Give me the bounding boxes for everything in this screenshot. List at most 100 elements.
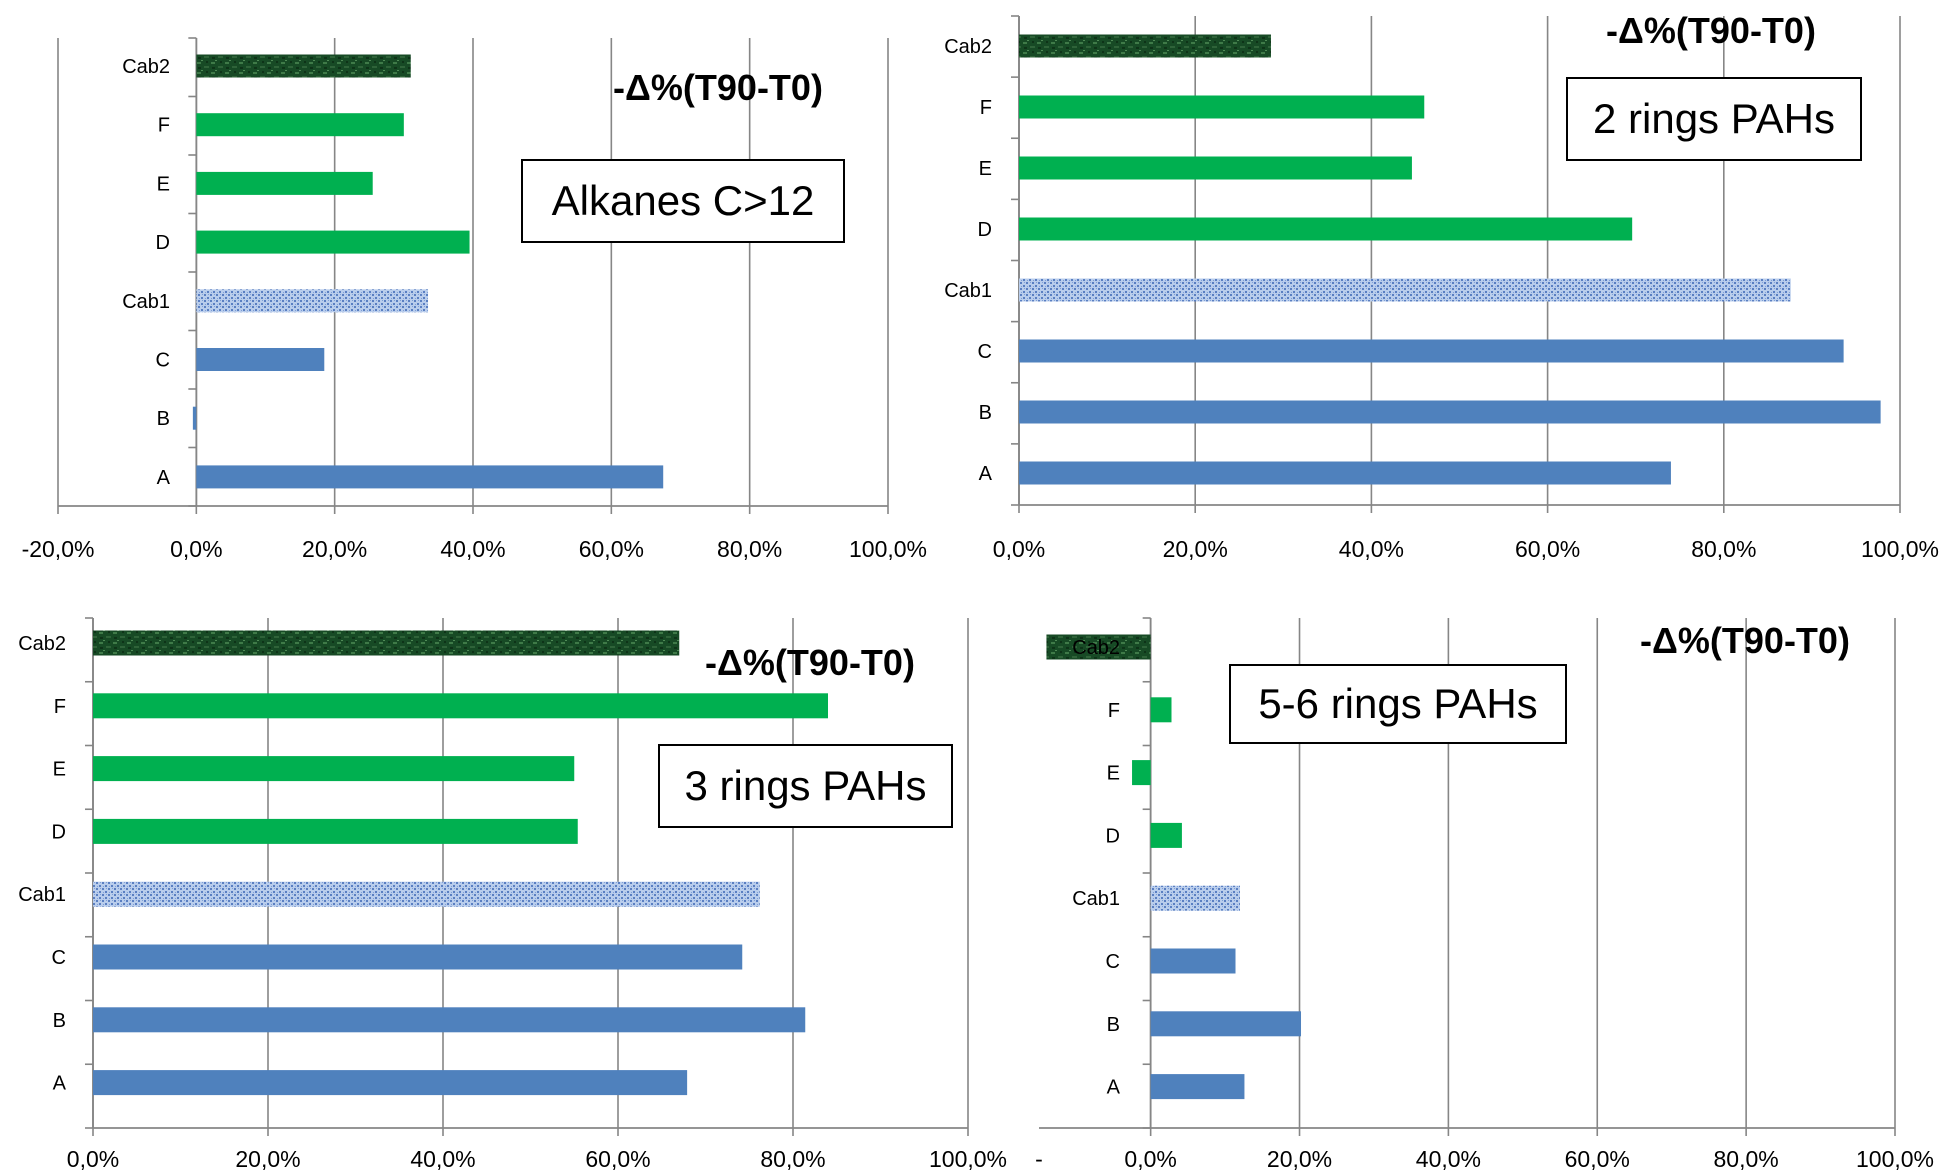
x-tick-label: 0,0%: [67, 1146, 119, 1171]
x-tick-label: 80,0%: [760, 1146, 825, 1171]
x-tick-label: 20,0%: [1163, 536, 1228, 562]
x-tick-label: 0,0%: [170, 536, 222, 562]
category-label: C: [52, 947, 66, 969]
category-label: F: [158, 115, 170, 137]
series-label-text: 2 rings PAHs: [1593, 95, 1835, 142]
category-label: F: [980, 97, 992, 119]
x-tick-label: 100,0%: [1856, 1146, 1934, 1171]
x-tick-label: 0,0%: [993, 536, 1045, 562]
x-tick-label: 100,0%: [849, 536, 927, 562]
category-label: Cab2: [1072, 637, 1120, 659]
bar-f: [1150, 697, 1172, 723]
bar-cab2: [1019, 34, 1271, 58]
category-label: F: [54, 696, 66, 718]
x-tick-label: 60,0%: [1565, 1146, 1630, 1171]
bar-f: [93, 693, 828, 719]
x-tick-label: 60,0%: [1515, 536, 1580, 562]
category-label: E: [979, 158, 992, 180]
bar-d: [196, 230, 470, 254]
category-label: A: [157, 467, 171, 489]
category-label: E: [157, 173, 170, 195]
category-label: A: [979, 463, 993, 485]
bar-cab1: [1150, 885, 1240, 911]
series-label-text: 3 rings PAHs: [685, 762, 927, 809]
category-label: Cab1: [944, 280, 992, 302]
category-label: D: [1106, 825, 1120, 847]
x-tick-label: 80,0%: [1714, 1146, 1779, 1171]
bar-cab1: [93, 881, 760, 907]
category-label: B: [979, 402, 992, 424]
chart-heading: -Δ%(T90-T0): [1640, 620, 1850, 661]
x-tick-label: 60,0%: [579, 536, 644, 562]
bar-e: [93, 756, 575, 782]
bar-c: [196, 348, 325, 371]
category-label: F: [1108, 700, 1120, 722]
bar-a: [1019, 461, 1671, 485]
x-tick-label: 20,0%: [1267, 1146, 1332, 1171]
category-label: C: [978, 341, 992, 363]
chart-heading: -Δ%(T90-T0): [1606, 10, 1816, 51]
category-label: C: [1106, 951, 1120, 973]
bar-e: [1132, 760, 1151, 786]
bar-e: [196, 171, 373, 195]
bar-cab2: [1046, 634, 1151, 660]
bar-c: [1019, 339, 1844, 363]
x-tick-label: 40,0%: [410, 1146, 475, 1171]
bar-b: [1150, 1011, 1302, 1037]
bar-d: [1150, 822, 1182, 848]
series-label-text: 5-6 rings PAHs: [1258, 680, 1537, 727]
category-label: A: [53, 1073, 67, 1095]
bar-b: [192, 406, 197, 430]
bar-d: [1019, 217, 1633, 241]
bar-b: [1019, 400, 1881, 424]
chart-panel-5-6-rings: 0,0% 20,0% 40,0% 60,0% 80,0% 100,0% - A B C Cab1 D E…: [1035, 617, 1934, 1171]
bar-a: [1150, 1074, 1245, 1100]
bar-f: [196, 113, 404, 137]
bar-cab2: [196, 54, 411, 78]
chart-heading: -Δ%(T90-T0): [705, 642, 915, 683]
series-label-box: [521, 159, 845, 243]
category-label: B: [53, 1010, 66, 1032]
category-label: E: [1107, 763, 1120, 785]
category-label: Cab2: [122, 56, 170, 78]
bar-a: [196, 465, 664, 489]
x-tick-label: 80,0%: [717, 536, 782, 562]
category-label: C: [156, 350, 170, 372]
bar-cab2: [93, 630, 680, 656]
x-tick-label: 100,0%: [929, 1146, 1007, 1171]
series-label-box: [1229, 664, 1567, 744]
bar-a: [93, 1070, 688, 1096]
x-tick-label-edge: -: [1035, 1146, 1043, 1171]
chart-panel-2-rings: 0,0% 20,0% 40,0% 60,0% 80,0% 100,0% A B C Cab1 D E F…: [944, 10, 1939, 562]
x-tick-label: 40,0%: [440, 536, 505, 562]
category-label: Cab1: [1072, 888, 1120, 910]
x-tick-label: 20,0%: [302, 536, 367, 562]
category-label: Cab2: [18, 633, 66, 655]
series-label-box: [1566, 77, 1862, 161]
x-tick-label: 100,0%: [1861, 536, 1939, 562]
chart-panel-3-rings: 0,0% 20,0% 40,0% 60,0% 80,0% 100,0% A B C Cab1 D E F…: [18, 617, 1007, 1171]
category-label: A: [1107, 1077, 1121, 1099]
bar-f: [1019, 95, 1425, 119]
chart-panel-alkanes: -20,0% 0,0% 20,0% 40,0% 60,0% 80,0% 100,0% A B C C…: [22, 37, 927, 562]
series-label-text: Alkanes C>12: [552, 177, 815, 224]
bar-d: [93, 818, 578, 844]
bar-cab1: [1019, 278, 1791, 302]
bar-b: [93, 1007, 806, 1033]
category-label: E: [53, 759, 66, 781]
category-label: Cab1: [122, 291, 170, 313]
bar-e: [1019, 156, 1412, 180]
x-tick-label: 80,0%: [1691, 536, 1756, 562]
category-label: Cab1: [18, 884, 66, 906]
bar-c: [93, 944, 743, 970]
bar-cab1: [196, 289, 429, 313]
category-label: B: [157, 408, 170, 430]
x-tick-label: 40,0%: [1339, 536, 1404, 562]
category-label: D: [978, 219, 992, 241]
x-tick-label: 40,0%: [1416, 1146, 1481, 1171]
chart-heading: -Δ%(T90-T0): [613, 67, 823, 108]
x-tick-label: 20,0%: [235, 1146, 300, 1171]
category-label: D: [52, 821, 66, 843]
category-label: B: [1107, 1014, 1120, 1036]
category-label: D: [156, 232, 170, 254]
